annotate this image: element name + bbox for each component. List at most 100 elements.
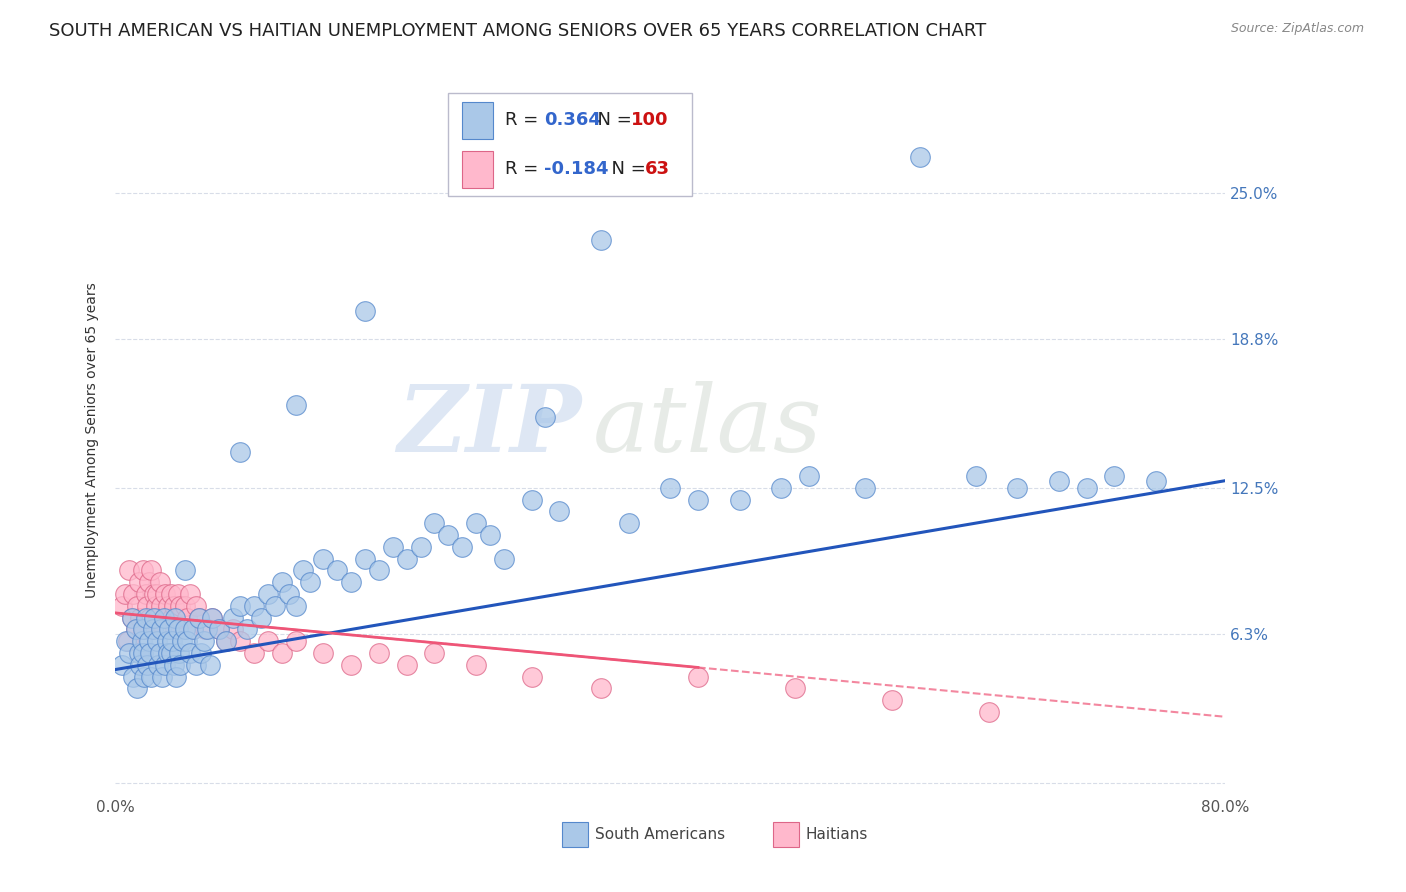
Point (169, 599, 191, 613)
Text: 100: 100 (631, 112, 669, 129)
Point (979, 705, 1001, 719)
Point (263, 599, 285, 613)
Point (132, 623, 155, 637)
Point (159, 587, 181, 601)
Point (146, 587, 169, 601)
Point (354, 551, 377, 566)
Point (160, 610, 183, 624)
Point (166, 623, 188, 637)
Point (908, 150, 931, 164)
Point (395, 551, 418, 566)
Point (173, 563, 195, 577)
Point (181, 623, 204, 637)
Point (146, 634, 169, 648)
Point (1005, 481, 1028, 495)
Point (148, 610, 170, 624)
Point (201, 610, 224, 624)
Point (589, 233, 612, 247)
Point (257, 634, 280, 648)
Point (298, 575, 321, 590)
Point (117, 634, 139, 648)
Point (423, 646, 446, 660)
Point (257, 587, 280, 601)
Point (132, 646, 155, 660)
Point (150, 623, 173, 637)
Text: SOUTH AMERICAN VS HAITIAN UNEMPLOYMENT AMONG SENIORS OVER 65 YEARS CORRELATION C: SOUTH AMERICAN VS HAITIAN UNEMPLOYMENT A… (49, 22, 987, 40)
Point (134, 623, 156, 637)
Point (155, 657, 177, 672)
Text: N =: N = (600, 161, 651, 178)
Point (139, 646, 162, 660)
Text: R =: R = (505, 112, 544, 129)
Point (127, 681, 149, 696)
Point (167, 610, 190, 624)
Point (118, 646, 141, 660)
Point (797, 469, 820, 483)
Point (115, 634, 138, 648)
Point (128, 646, 150, 660)
Point (1144, 474, 1167, 488)
Point (229, 599, 252, 613)
Point (340, 575, 363, 590)
Point (270, 575, 292, 590)
Point (173, 623, 195, 637)
Point (155, 634, 177, 648)
Point (170, 634, 193, 648)
Point (155, 587, 177, 601)
Point (156, 646, 179, 660)
Point (659, 481, 682, 495)
Point (118, 563, 141, 577)
Point (193, 634, 215, 648)
Point (291, 563, 314, 577)
Text: Haitians: Haitians (806, 828, 868, 842)
Point (686, 492, 709, 507)
Point (312, 646, 335, 660)
Point (222, 610, 245, 624)
Point (129, 657, 152, 672)
Point (785, 681, 807, 696)
Point (187, 610, 209, 624)
Point (149, 575, 172, 590)
Point (163, 623, 186, 637)
Point (250, 610, 273, 624)
Point (437, 528, 460, 542)
Text: N =: N = (586, 112, 637, 129)
Point (125, 623, 148, 637)
Point (155, 610, 177, 624)
Point (136, 657, 159, 672)
Point (122, 587, 145, 601)
Point (190, 646, 212, 660)
Point (534, 409, 557, 424)
Point (520, 492, 543, 507)
Point (284, 634, 307, 648)
Text: Source: ZipAtlas.com: Source: ZipAtlas.com (1230, 22, 1364, 36)
Point (277, 587, 299, 601)
Point (176, 610, 198, 624)
Point (152, 670, 174, 684)
Text: 63: 63 (645, 161, 671, 178)
Point (617, 516, 640, 531)
Point (965, 469, 987, 483)
Point (184, 657, 207, 672)
Point (136, 599, 159, 613)
Point (770, 481, 793, 495)
Point (195, 623, 218, 637)
Point (166, 587, 188, 601)
Point (589, 681, 612, 696)
Point (128, 575, 150, 590)
Point (201, 610, 224, 624)
Point (243, 599, 266, 613)
Point (148, 657, 170, 672)
Point (1104, 469, 1126, 483)
Point (548, 504, 571, 518)
Point (165, 670, 187, 684)
Point (367, 646, 389, 660)
Point (153, 610, 176, 624)
Point (423, 516, 446, 531)
Point (141, 670, 163, 684)
Text: atlas: atlas (592, 382, 823, 471)
Point (153, 623, 176, 637)
Text: R =: R = (505, 161, 544, 178)
Point (139, 610, 162, 624)
Point (215, 634, 238, 648)
